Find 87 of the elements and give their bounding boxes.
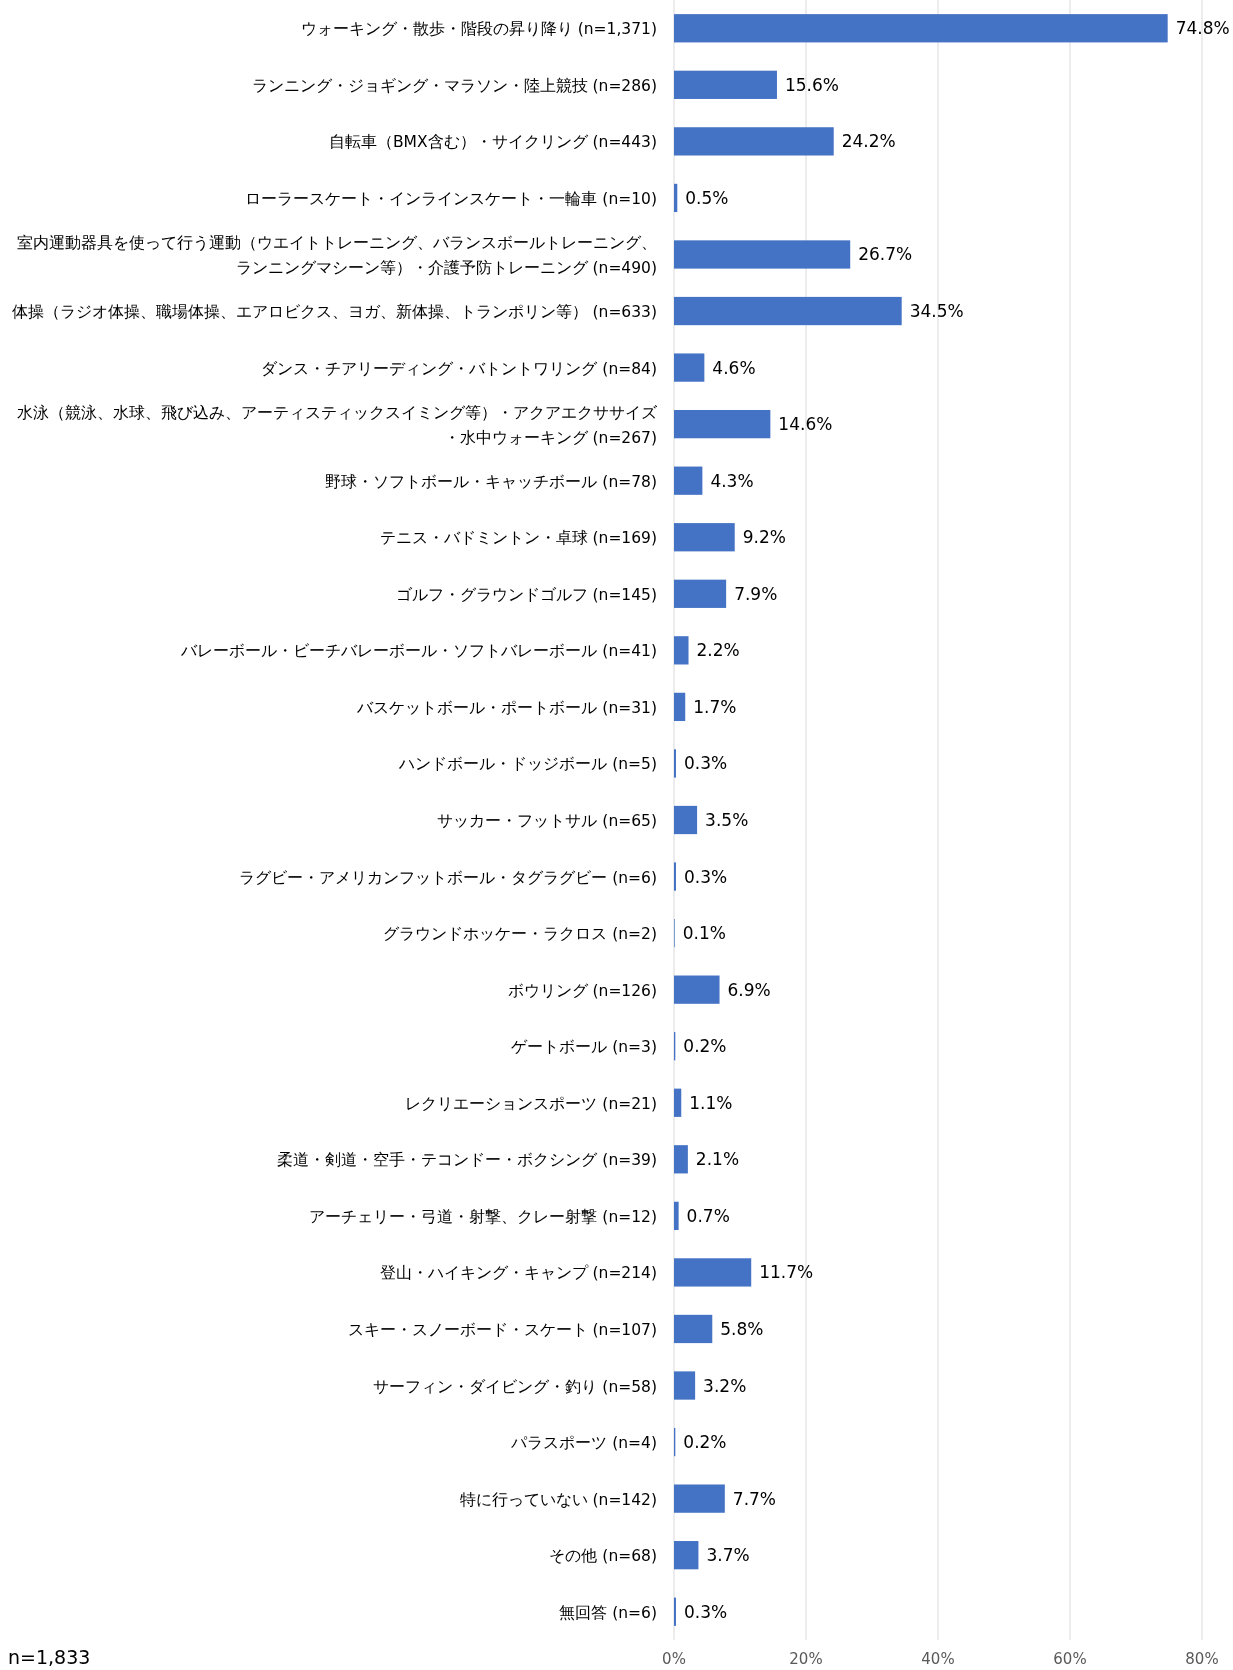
data-label: 4.6% [712, 357, 756, 378]
bar [674, 14, 1168, 43]
data-label: 6.9% [727, 979, 771, 1000]
y-tick-label: ボウリング (n=126) [507, 981, 657, 1000]
y-tick-label: ローラースケート・インラインスケート・一輪車 (n=10) [245, 189, 657, 208]
data-label: 74.8% [1175, 18, 1230, 39]
bar [674, 1258, 752, 1287]
data-label: 1.7% [693, 696, 737, 717]
y-tick-label: 室内運動器具を使って行う運動（ウエイトトレーニング、バランスボールトレーニング、ランニングマシーン等）・介護予防トレーニング (n=490) [17, 233, 657, 277]
y-tick-label: ウォーキング・散歩・階段の昇り降り (n=1,371) [300, 20, 657, 39]
data-label: 0.3% [683, 1601, 728, 1622]
y-tick-label: グラウンドホッケー・ラクロス (n=2) [383, 925, 657, 944]
y-tick-label: その他 (n=68) [549, 1547, 657, 1566]
data-label: 4.3% [710, 470, 754, 491]
data-label: 3.2% [703, 1375, 747, 1396]
data-label: 34.5% [909, 301, 964, 322]
data-label: 5.8% [720, 1318, 764, 1339]
x-tick-label: 80% [1185, 1650, 1219, 1668]
y-tick-label: 登山・ハイキング・キャンプ (n=214) [379, 1264, 657, 1283]
data-label: 7.7% [732, 1488, 777, 1509]
x-tick-label: 40% [921, 1650, 955, 1668]
y-tick-label: スキー・スノーボード・スケート (n=107) [347, 1320, 657, 1339]
bar [674, 523, 735, 552]
y-tick-label: ゴルフ・グラウンドゴルフ (n=145) [395, 585, 657, 604]
y-tick-label: ハンドボール・ドッジボール (n=5) [398, 755, 657, 774]
x-tick-label: 20% [789, 1650, 823, 1668]
data-label: 0.5% [685, 187, 729, 208]
y-tick-label: 野球・ソフトボール・キャッチボール (n=78) [325, 472, 657, 491]
x-tick-label: 0% [662, 1650, 686, 1668]
y-tick-label: ラグビー・アメリカンフットボール・タグラグビー (n=6) [239, 868, 657, 887]
data-label: 9.2% [742, 527, 786, 548]
bar [674, 1484, 725, 1513]
bar [674, 805, 698, 835]
data-label: 11.7% [759, 1262, 814, 1283]
bar [674, 1145, 688, 1174]
y-tick-label: 特に行っていない (n=142) [459, 1490, 657, 1509]
bar [674, 183, 678, 213]
data-label: 0.7% [686, 1205, 730, 1226]
y-tick-label: ダンス・チアリーディング・バトントワリング (n=84) [261, 359, 657, 378]
y-tick-label: パラスポーツ (n=4) [510, 1434, 657, 1453]
bar [674, 296, 902, 326]
bar [674, 975, 720, 1004]
x-tick-label: 60% [1053, 1650, 1087, 1668]
bar [674, 1314, 713, 1344]
y-tick-label: バレーボール・ビーチバレーボール・ソフトバレーボール (n=41) [180, 642, 657, 661]
bar [674, 70, 777, 99]
data-label: 3.5% [705, 810, 749, 830]
bar [674, 1088, 682, 1117]
y-tick-label: ランニング・ジョギング・マラソン・陸上競技 (n=286) [251, 76, 657, 95]
data-label: 0.3% [683, 866, 728, 887]
y-tick-label: テニス・バドミントン・卓球 (n=169) [379, 529, 657, 548]
y-tick-label: レクリエーションスポーツ (n=21) [405, 1094, 657, 1113]
data-label: 14.6% [778, 414, 833, 435]
data-label: 0.2% [683, 1432, 727, 1453]
y-tick-label: ゲートボール (n=3) [511, 1038, 657, 1057]
bar [674, 353, 705, 382]
data-label: 2.2% [696, 640, 740, 661]
y-tick-label: アーチェリー・弓道・射撃、クレー射撃 (n=12) [309, 1207, 657, 1226]
bar [674, 240, 851, 269]
data-label: 1.1% [689, 1092, 733, 1113]
bar [674, 410, 771, 439]
y-tick-label: 水泳（競泳、水球、飛び込み、アーティスティックスイミング等）・アクアエクササイズ・水中ウォーキング (n=267) [17, 403, 658, 447]
bar [674, 1371, 696, 1400]
y-tick-label: 体操（ラジオ体操、職場体操、エアロビクス、ヨガ、新体操、トランポリン等） (n=633) [11, 303, 657, 322]
y-tick-label: 柔道・剣道・空手・テコンドー・ボクシング (n=39) [277, 1151, 657, 1170]
bar [674, 579, 727, 608]
data-label: 2.1% [695, 1149, 740, 1170]
y-tick-label: サッカー・フットサル (n=65) [437, 812, 657, 830]
bar [674, 1201, 679, 1230]
bar [674, 692, 686, 722]
data-label: 7.9% [734, 583, 778, 604]
data-label: 0.2% [683, 1036, 727, 1057]
y-tick-label: サーフィン・ダイビング・釣り (n=58) [373, 1377, 657, 1396]
bar [674, 466, 703, 495]
bar [674, 127, 834, 156]
data-label: 24.2% [841, 131, 896, 152]
y-tick-label: 自転車（BMX含む）・サイクリング (n=443) [328, 133, 657, 152]
data-label: 0.3% [683, 753, 728, 774]
y-tick-label: 無回答 (n=6) [559, 1603, 657, 1622]
data-label: 3.7% [706, 1545, 750, 1566]
data-label: 0.1% [682, 923, 726, 944]
bar [674, 636, 689, 665]
data-label: 15.6% [784, 74, 839, 95]
bar [674, 1541, 699, 1570]
data-label: 26.7% [858, 244, 913, 265]
y-tick-label: バスケットボール・ポートボール (n=31) [356, 698, 657, 717]
text: n=1,833 [8, 1646, 91, 1668]
